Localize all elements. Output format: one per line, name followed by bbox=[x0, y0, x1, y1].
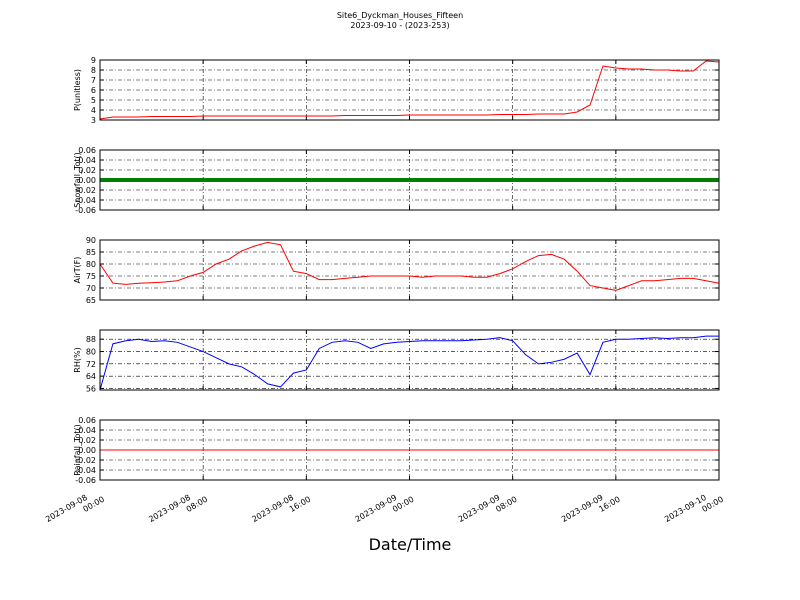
y-tick-label: 80 bbox=[86, 348, 96, 357]
data-line bbox=[99, 241, 720, 291]
data-line bbox=[99, 335, 719, 391]
y-tick-label: 70 bbox=[86, 284, 96, 293]
plot-frame bbox=[99, 329, 720, 391]
data-line bbox=[99, 60, 720, 120]
y-tick-label: 0.00 bbox=[78, 176, 96, 185]
y-tick-label: 64 bbox=[86, 372, 96, 381]
y-tick-label: -0.04 bbox=[75, 466, 96, 475]
y-tick-label: 5 bbox=[91, 96, 96, 105]
x-tick-label: 2023-09-1000:00 bbox=[663, 486, 725, 533]
plot-frame bbox=[99, 59, 720, 121]
y-axis-label: RH(%) bbox=[73, 347, 82, 372]
y-tick-label: -0.06 bbox=[75, 206, 96, 215]
chart-subtitle: 2023-09-10 - (2023-253) bbox=[350, 21, 449, 30]
x-tick-label: 2023-09-0916:00 bbox=[560, 486, 622, 533]
y-tick-label: 0.06 bbox=[78, 416, 96, 425]
y-tick-label: -0.02 bbox=[75, 186, 96, 195]
y-tick-label: 85 bbox=[86, 248, 96, 257]
y-axis-label: Rainfall_Tot() bbox=[73, 424, 82, 476]
y-tick-label: 88 bbox=[86, 335, 96, 344]
y-tick-label: -0.02 bbox=[75, 456, 96, 465]
y-axis-label: AirT(F) bbox=[73, 257, 82, 284]
y-tick-label: 3 bbox=[91, 116, 96, 125]
chart-title: Site6_Dyckman_Houses_Fifteen bbox=[337, 11, 463, 20]
x-tick-label: 2023-09-0808:00 bbox=[147, 486, 209, 533]
x-axis-label: Date/Time bbox=[369, 535, 452, 554]
plot-frame bbox=[99, 419, 720, 481]
x-tick-label: 2023-09-0900:00 bbox=[354, 486, 416, 533]
y-tick-label: 90 bbox=[86, 236, 96, 245]
y-tick-label: -0.04 bbox=[75, 196, 96, 205]
y-tick-label: 56 bbox=[86, 384, 96, 393]
y-axis-label: Snowfall_Tot() bbox=[73, 152, 82, 208]
y-tick-label: 80 bbox=[86, 260, 96, 269]
y-axis-label: P(unitless) bbox=[73, 69, 82, 111]
plot-frame bbox=[99, 149, 720, 211]
y-tick-label: 6 bbox=[91, 86, 96, 95]
y-tick-label: 0.04 bbox=[78, 426, 96, 435]
y-tick-label: 75 bbox=[86, 272, 96, 281]
plot-frame bbox=[99, 239, 720, 301]
y-tick-label: 72 bbox=[86, 360, 96, 369]
y-tick-label: 0.02 bbox=[78, 436, 96, 445]
x-tick-label: 2023-09-0908:00 bbox=[457, 486, 519, 533]
y-tick-label: 0.00 bbox=[78, 446, 96, 455]
y-tick-label: 4 bbox=[91, 106, 96, 115]
y-tick-label: -0.06 bbox=[75, 476, 96, 485]
y-tick-label: 0.04 bbox=[78, 156, 96, 165]
y-tick-label: 65 bbox=[86, 296, 96, 305]
y-tick-label: 7 bbox=[91, 76, 96, 85]
y-tick-label: 0.02 bbox=[78, 166, 96, 175]
x-tick-label: 2023-09-0816:00 bbox=[250, 486, 312, 533]
y-tick-label: 9 bbox=[91, 56, 96, 65]
y-tick-label: 8 bbox=[91, 66, 96, 75]
y-tick-label: 0.06 bbox=[78, 146, 96, 155]
x-tick-label: 2023-09-0800:00 bbox=[44, 486, 106, 533]
